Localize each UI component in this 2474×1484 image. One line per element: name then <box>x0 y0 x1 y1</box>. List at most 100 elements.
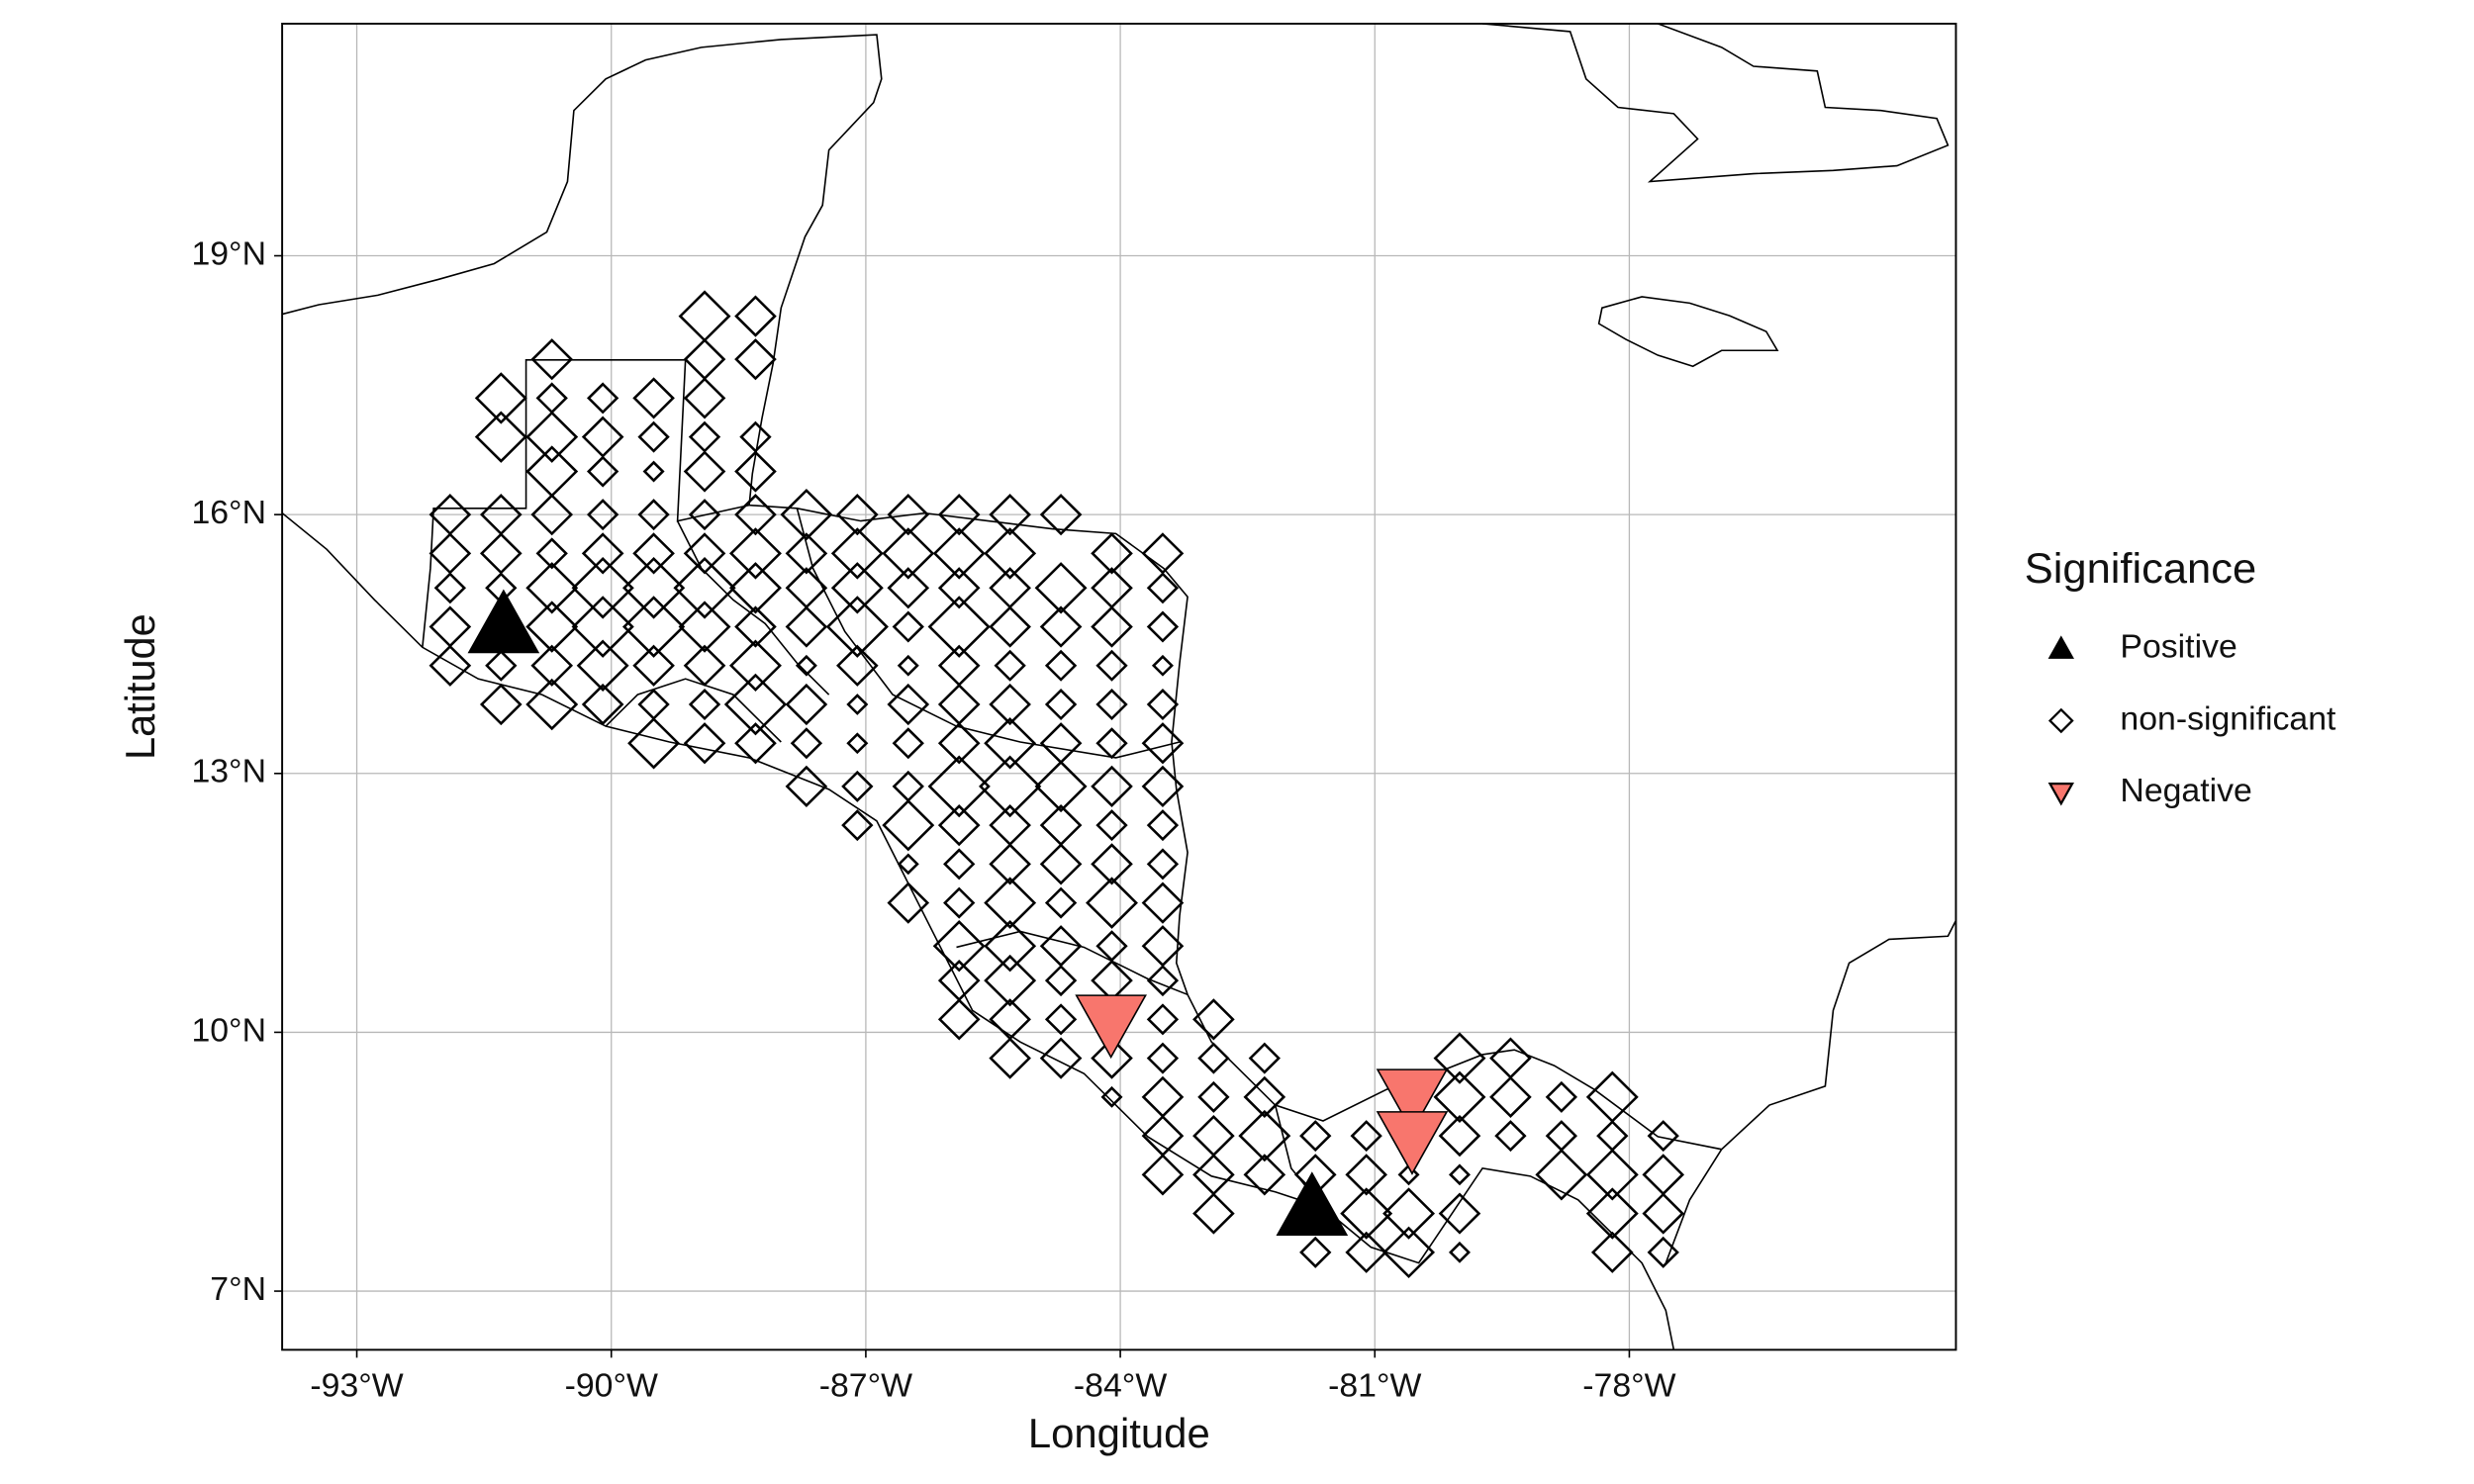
point <box>433 572 467 604</box>
x-axis-title: Longitude <box>1028 1410 1210 1456</box>
point <box>1438 1192 1481 1235</box>
point <box>984 919 1037 973</box>
point <box>785 765 828 807</box>
point <box>632 644 675 687</box>
point <box>984 877 1037 929</box>
point <box>943 886 976 919</box>
point <box>882 798 935 852</box>
y-axis-title: Latitude <box>117 613 163 760</box>
point <box>1340 1187 1393 1240</box>
legend-label: Positive <box>2120 629 2236 666</box>
point <box>1044 886 1078 919</box>
point <box>688 499 721 531</box>
point <box>1376 1068 1449 1134</box>
legend-title: Significance <box>2025 545 2256 593</box>
point <box>1091 843 1133 885</box>
legend-label: Negative <box>2120 773 2251 809</box>
point <box>479 683 523 726</box>
point <box>846 694 869 715</box>
point <box>428 644 472 687</box>
legend-symbol <box>2047 707 2074 734</box>
point <box>932 919 986 973</box>
point <box>1044 965 1078 997</box>
point <box>1448 1241 1471 1263</box>
point <box>1494 1120 1527 1153</box>
point <box>1585 1149 1639 1201</box>
point <box>1590 1231 1634 1273</box>
point <box>1039 1037 1083 1079</box>
point <box>937 804 981 847</box>
point <box>1647 1236 1679 1268</box>
point <box>1091 532 1133 575</box>
point <box>841 770 874 802</box>
point <box>642 460 665 483</box>
point <box>683 722 726 765</box>
point <box>897 853 919 876</box>
point <box>1091 605 1133 648</box>
point <box>1535 1149 1588 1201</box>
point <box>830 527 884 580</box>
point <box>530 644 574 687</box>
point <box>1141 1154 1185 1196</box>
point <box>1647 1120 1679 1153</box>
point <box>525 678 579 731</box>
legend-symbol <box>2047 635 2074 659</box>
x-tick-label: -90°W <box>565 1368 659 1405</box>
point <box>887 683 930 726</box>
point <box>887 881 930 924</box>
point <box>683 532 726 575</box>
point <box>1034 562 1088 614</box>
point <box>1350 1120 1382 1153</box>
coastline <box>1481 23 1950 183</box>
point <box>1039 843 1083 885</box>
point <box>989 494 1031 536</box>
point <box>1276 1171 1349 1236</box>
point <box>1146 689 1180 721</box>
point <box>1197 1042 1230 1074</box>
point <box>576 639 629 693</box>
point <box>836 644 879 687</box>
point <box>1146 965 1180 997</box>
point <box>1448 1163 1471 1186</box>
plot-border <box>281 22 1957 1351</box>
point <box>1141 881 1185 924</box>
legend: Positive non-significant Negative <box>2047 629 2336 809</box>
point <box>683 644 726 687</box>
point <box>1299 1236 1332 1268</box>
point <box>785 683 828 726</box>
point <box>525 601 579 653</box>
marks <box>428 290 1685 1279</box>
point <box>621 556 686 619</box>
point <box>1095 649 1128 682</box>
point <box>1345 1231 1388 1273</box>
point <box>1433 1070 1486 1124</box>
point <box>586 499 619 531</box>
point <box>1438 1114 1481 1158</box>
point <box>927 755 991 818</box>
point <box>474 411 527 463</box>
coastline <box>282 512 1675 1350</box>
point <box>683 377 726 419</box>
point <box>525 562 579 614</box>
point <box>887 567 930 609</box>
point <box>728 527 782 580</box>
point <box>846 732 869 755</box>
point <box>937 567 981 609</box>
x-tick-label: -84°W <box>1074 1368 1168 1405</box>
point <box>989 683 1031 726</box>
point <box>979 755 1042 818</box>
point <box>1146 848 1180 881</box>
point <box>571 596 634 658</box>
x-tick-label: -93°W <box>310 1368 404 1405</box>
point <box>1044 649 1078 682</box>
point <box>1433 1032 1486 1084</box>
point <box>1091 765 1133 807</box>
point <box>1545 1080 1578 1113</box>
legend-symbol <box>2047 783 2074 806</box>
point <box>734 605 777 648</box>
point <box>1299 1120 1332 1153</box>
point <box>841 809 874 842</box>
y-tick-label: 16°N <box>191 495 266 531</box>
